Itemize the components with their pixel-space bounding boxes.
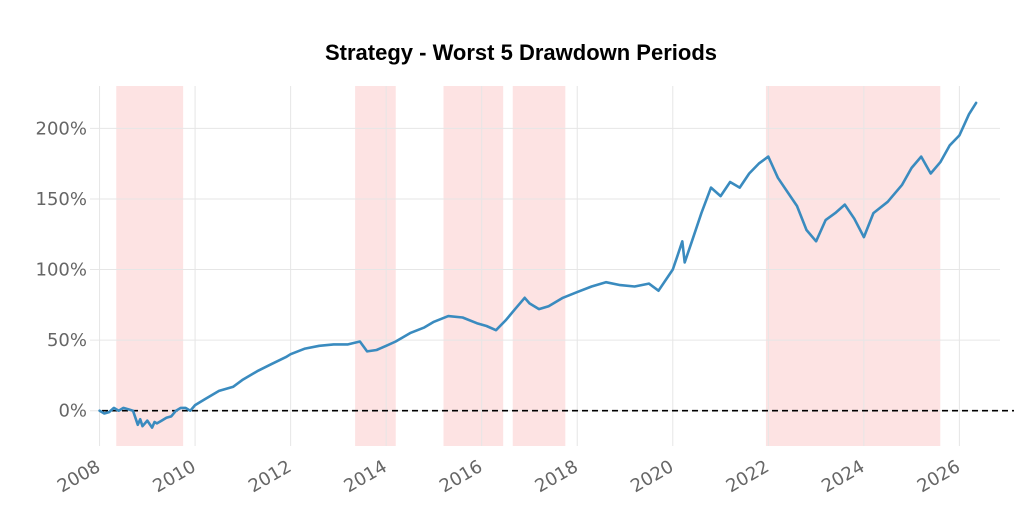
y-tick-label-3: 150% <box>36 189 87 210</box>
drawdown-period-3 <box>443 86 504 446</box>
drawdown-period-2 <box>355 86 396 446</box>
x-tick-labels: 2008 2010 2012 2014 2016 2018 2020 2022 2024 2026 <box>54 456 964 497</box>
series-line-1 <box>98 101 978 429</box>
x-tick-label-0: 2008 <box>54 456 104 497</box>
x-tick-label-3: 2014 <box>340 456 390 497</box>
x-tick-label-1: 2010 <box>149 456 199 497</box>
y-tick-label-2: 100% <box>36 260 87 281</box>
x-tick-label-2: 2012 <box>245 456 295 497</box>
series-layer <box>98 101 978 429</box>
x-tick-label-6: 2020 <box>627 456 677 497</box>
y-tick-label-1: 50% <box>47 330 87 351</box>
drawdown-period-1 <box>116 86 184 446</box>
x-tick-label-8: 2024 <box>818 456 868 497</box>
x-tick-label-9: 2026 <box>914 456 964 497</box>
y-tick-label-4: 200% <box>36 118 87 139</box>
x-tick-label-7: 2022 <box>723 456 773 497</box>
x-tick-label-4: 2016 <box>436 456 486 497</box>
y-tick-labels: 0% 50% 100% 150% 200% <box>36 118 87 421</box>
drawdown-period-4 <box>512 86 566 446</box>
drawdown-shade-layer <box>116 86 941 446</box>
grid-layer <box>90 86 1000 446</box>
x-tick-label-5: 2018 <box>532 456 582 497</box>
y-tick-label-0: 0% <box>58 401 87 422</box>
drawdown-period-5 <box>765 86 941 446</box>
chart-title: Strategy - Worst 5 Drawdown Periods <box>325 40 717 65</box>
